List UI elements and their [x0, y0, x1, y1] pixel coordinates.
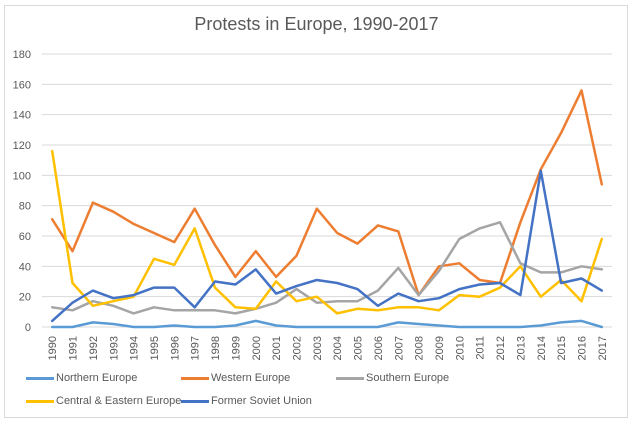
- legend-label: Western Europe: [211, 372, 291, 384]
- x-tick-label: 2012: [495, 336, 507, 360]
- x-tick-label: 2005: [353, 336, 365, 360]
- chart-title: Protests in Europe, 1990-2017: [194, 14, 439, 34]
- legend-label: Central & Eastern Europe: [56, 395, 182, 407]
- x-tick-label: 1994: [129, 336, 141, 360]
- x-tick-label: 2000: [251, 336, 263, 360]
- y-tick-label: 140: [13, 110, 31, 122]
- gridlines: [42, 53, 612, 328]
- x-tick-label: 1996: [169, 336, 181, 360]
- x-tick-label: 2014: [536, 336, 548, 360]
- series-line-former-soviet-union[interactable]: [50, 169, 604, 323]
- x-tick-label: 1991: [68, 336, 80, 360]
- x-axis-ticks: 1990 1991 1992 1993 1994 1995 1996 1997 1998 1999…: [47, 336, 609, 360]
- legend-swatch: [181, 399, 209, 403]
- y-tick-label: 60: [19, 231, 31, 243]
- legend-item-western-europe[interactable]: Western Europe: [181, 372, 290, 384]
- series-line-northern-europe[interactable]: [50, 319, 604, 329]
- y-tick-label: 80: [19, 201, 31, 213]
- x-tick-label: 1990: [47, 336, 59, 360]
- x-tick-label: 2008: [414, 336, 426, 360]
- series-line-western-europe[interactable]: [50, 89, 604, 297]
- legend-label: Northern Europe: [56, 372, 138, 384]
- x-tick-label: 1999: [230, 336, 242, 360]
- legend-swatch: [26, 399, 54, 403]
- y-tick-label: 40: [19, 261, 31, 273]
- x-tick-label: 2013: [515, 336, 527, 360]
- x-tick-label: 1993: [108, 336, 120, 360]
- x-tick-label: 1992: [88, 336, 100, 360]
- x-tick-label: 2002: [291, 336, 303, 360]
- x-tick-label: 2001: [271, 336, 283, 360]
- legend-swatch: [336, 376, 364, 380]
- legend-swatch: [26, 376, 54, 380]
- x-tick-label: 2004: [332, 336, 344, 360]
- series-line-central-eastern-europe[interactable]: [50, 149, 604, 315]
- x-tick-label: 1997: [190, 336, 202, 360]
- x-tick-label: 2007: [393, 336, 405, 360]
- x-tick-label: 2009: [434, 336, 446, 360]
- y-tick-label: 180: [13, 49, 31, 61]
- x-tick-label: 2017: [597, 336, 609, 360]
- series-lines: [50, 89, 604, 329]
- legend-swatch: [181, 376, 209, 380]
- x-tick-label: 1998: [210, 336, 222, 360]
- x-tick-label: 1995: [149, 336, 161, 360]
- series-line-southern-europe[interactable]: [50, 221, 604, 315]
- legend-item-former-soviet-union[interactable]: Former Soviet Union: [181, 395, 312, 407]
- legend-item-northern-europe[interactable]: Northern Europe: [26, 372, 137, 384]
- legend-label: Southern Europe: [366, 372, 450, 384]
- y-tick-label: 0: [25, 322, 31, 334]
- x-tick-label: 2003: [312, 336, 324, 360]
- x-tick-label: 2011: [475, 336, 487, 360]
- legend-item-southern-europe[interactable]: Southern Europe: [336, 372, 449, 384]
- y-tick-label: 160: [13, 79, 31, 91]
- y-axis-ticks: 0 20 40 60 80 100 120 140 160 180: [13, 49, 31, 334]
- y-tick-label: 120: [13, 140, 31, 152]
- y-tick-label: 100: [13, 170, 31, 182]
- legend-item-central-eastern-europe[interactable]: Central & Eastern Europe: [26, 395, 181, 407]
- x-tick-label: 2006: [373, 336, 385, 360]
- x-tick-label: 2010: [454, 336, 466, 360]
- x-tick-label: 2015: [556, 336, 568, 360]
- x-tick-label: 2016: [576, 336, 588, 360]
- y-tick-label: 20: [19, 292, 31, 304]
- legend-label: Former Soviet Union: [211, 395, 312, 407]
